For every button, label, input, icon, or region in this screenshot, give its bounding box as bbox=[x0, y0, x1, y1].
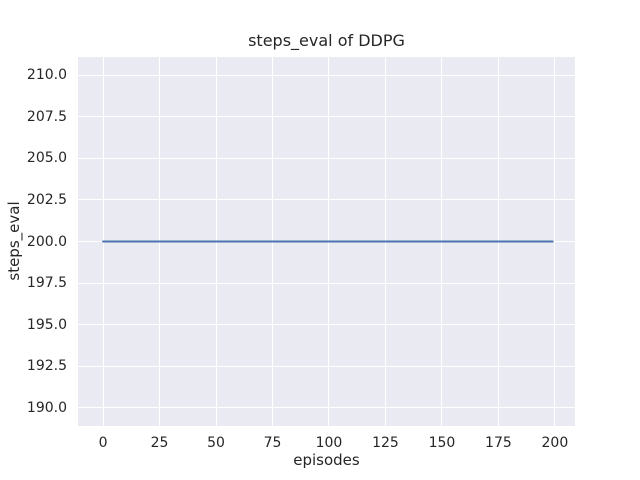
x-tick-label: 75 bbox=[263, 435, 282, 451]
y-tick-label: 210.0 bbox=[26, 67, 67, 84]
y-tick-label: 192.5 bbox=[26, 358, 67, 375]
x-tick-label: 175 bbox=[485, 435, 512, 451]
y-gridline bbox=[78, 407, 575, 409]
x-tick-label: 25 bbox=[150, 435, 169, 451]
y-tick-label: 205.0 bbox=[26, 150, 67, 167]
y-tick-label: 195.0 bbox=[26, 316, 67, 333]
plot-area bbox=[78, 57, 575, 426]
x-tick-label: 150 bbox=[428, 435, 456, 451]
y-tick-label: 207.5 bbox=[26, 108, 67, 125]
y-gridline bbox=[78, 282, 575, 284]
y-tick-label: 200.0 bbox=[26, 233, 67, 250]
x-tick-label: 200 bbox=[541, 435, 569, 451]
y-gridline bbox=[78, 324, 575, 326]
x-axis-label: episodes bbox=[293, 451, 360, 469]
x-tick-label: 0 bbox=[98, 435, 108, 451]
y-tick-label: 202.5 bbox=[26, 191, 67, 208]
y-gridline bbox=[78, 116, 575, 118]
y-tick-label: 197.5 bbox=[26, 275, 67, 292]
x-tick-label: 125 bbox=[372, 435, 399, 451]
series-plot bbox=[102, 240, 554, 243]
y-gridline bbox=[78, 74, 575, 76]
x-tick-label: 100 bbox=[315, 435, 343, 451]
chart-title: steps_eval of DDPG bbox=[248, 31, 405, 50]
x-tick-label: 50 bbox=[207, 435, 225, 451]
y-gridline bbox=[78, 157, 575, 159]
y-gridline bbox=[78, 199, 575, 201]
y-gridline bbox=[78, 365, 575, 367]
y-tick-label: 190.0 bbox=[26, 399, 67, 416]
